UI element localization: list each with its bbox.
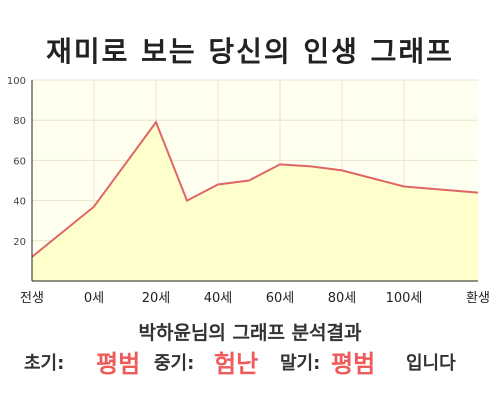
page-title: 재미로 보는 당신의 인생 그래프: [46, 35, 454, 68]
middle-value: 험난: [214, 350, 259, 378]
y-tick-labels: 20 40 60 80 100: [7, 76, 26, 248]
early-label: 초기:: [24, 353, 65, 374]
y-tick-label: 80: [13, 116, 26, 127]
middle-label: 중기:: [154, 353, 195, 374]
late-label: 말기:: [280, 353, 321, 374]
y-tick-label: 100: [7, 76, 26, 87]
x-tick-label: 60세: [266, 291, 295, 306]
x-tick-label: 전생: [20, 291, 44, 306]
x-tick-label: 100세: [386, 291, 423, 306]
x-tick-label: 80세: [328, 291, 357, 306]
x-tick-label: 20세: [142, 291, 171, 306]
ending-text: 입니다: [406, 353, 456, 374]
x-tick-label: 환생: [466, 291, 490, 306]
analysis-summary: 박하윤님의 그래프 분석결과: [138, 322, 362, 344]
y-tick-label: 60: [13, 156, 26, 167]
x-tick-labels: 전생 0세 20세 40세 60세 80세 100세 환생: [20, 291, 490, 306]
analysis-result: 초기: 평범 중기: 험난 말기: 평범 입니다: [24, 346, 494, 382]
area-fill: [32, 122, 478, 281]
y-tick-label: 40: [13, 197, 26, 208]
x-tick-label: 40세: [204, 291, 233, 306]
series-line: [31, 120, 479, 258]
y-tick-label: 20: [13, 237, 26, 248]
late-value: 평범: [331, 350, 376, 378]
early-value: 평범: [96, 350, 141, 378]
x-tick-label: 0세: [84, 291, 104, 306]
